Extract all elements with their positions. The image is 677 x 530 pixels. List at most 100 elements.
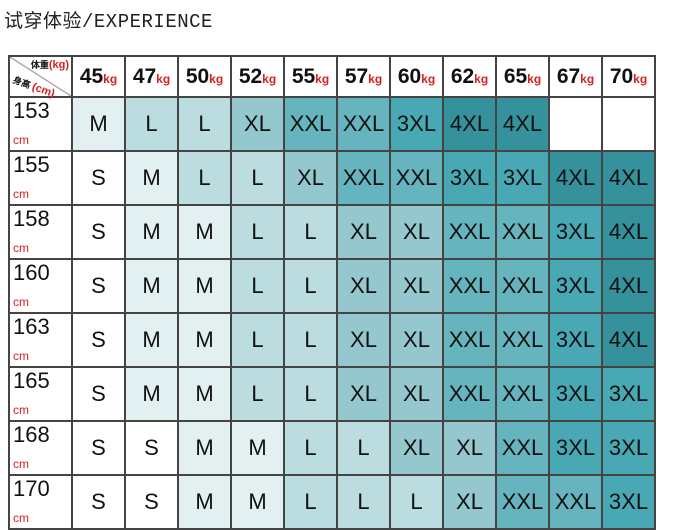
size-cell: M (177, 204, 232, 260)
size-cell: XL (336, 258, 391, 314)
weight-value: 65 (503, 64, 528, 88)
height-header: 153 cm (8, 96, 73, 152)
height-value: 163 (13, 314, 50, 339)
size-cell: S (71, 150, 126, 206)
size-cell: XXL (442, 258, 497, 314)
size-cell: L (283, 366, 338, 422)
size-cell: L (230, 366, 285, 422)
size-cell: XXL (548, 474, 603, 530)
size-cell: M (177, 258, 232, 314)
table-row: 168 cm S S M M L L XL XL XXL 3XL 3XL (8, 420, 656, 476)
size-cell: S (71, 420, 126, 476)
size-cell: XXL (495, 204, 550, 260)
weight-unit: kg (421, 71, 436, 86)
size-cell: L (336, 420, 391, 476)
size-cell: L (230, 150, 285, 206)
size-cell: XL (389, 312, 444, 368)
size-cell: L (283, 420, 338, 476)
size-cell: XL (283, 150, 338, 206)
size-cell (548, 96, 603, 152)
height-value: 160 (13, 260, 50, 285)
size-cell: XL (442, 474, 497, 530)
height-header: 170 cm (8, 474, 73, 530)
weight-value: 67 (556, 64, 581, 88)
size-cell: S (71, 258, 126, 314)
table-row: 170 cm S S M M L L L XL XXL XXL 3XL (8, 474, 656, 530)
weight-value: 45 (79, 64, 104, 88)
size-cell: 4XL (601, 312, 656, 368)
size-cell: 3XL (389, 96, 444, 152)
height-unit: cm (13, 133, 29, 147)
size-cell: 4XL (601, 204, 656, 260)
height-header: 163 cm (8, 312, 73, 368)
weight-value: 57 (344, 64, 369, 88)
weight-header: 70kg (601, 55, 656, 98)
size-cell: M (124, 366, 179, 422)
size-cell: 4XL (442, 96, 497, 152)
size-cell: M (177, 312, 232, 368)
size-cell: M (230, 420, 285, 476)
size-cell: 4XL (495, 96, 550, 152)
size-cell: M (124, 204, 179, 260)
height-unit: cm (13, 511, 29, 525)
height-value: 153 (13, 98, 50, 123)
weight-value: 60 (397, 64, 422, 88)
height-unit: cm (13, 457, 29, 471)
page-title: 试穿体验/EXPERIENCE (4, 11, 213, 33)
table-row: 158 cm S M M L L XL XL XXL XXL 3XL 4XL (8, 204, 656, 260)
size-cell: L (230, 204, 285, 260)
size-cell: S (71, 474, 126, 530)
size-cell: L (389, 474, 444, 530)
size-cell: L (230, 258, 285, 314)
size-cell: M (177, 366, 232, 422)
height-label: 身高 (11, 74, 32, 91)
size-cell: 4XL (601, 150, 656, 206)
weight-header: 55kg (283, 55, 338, 98)
weight-header: 45kg (71, 55, 126, 98)
weight-unit: kg (209, 71, 224, 86)
size-cell: XL (389, 204, 444, 260)
weight-unit: kg (474, 71, 489, 86)
weight-value: 47 (132, 64, 157, 88)
table-row: 163 cm S M M L L XL XL XXL XXL 3XL 4XL (8, 312, 656, 368)
weight-unit: kg (156, 71, 171, 86)
size-cell: XXL (442, 366, 497, 422)
size-cell: S (124, 474, 179, 530)
size-cell: 3XL (442, 150, 497, 206)
size-cell: XXL (336, 150, 391, 206)
height-header: 160 cm (8, 258, 73, 314)
size-cell: L (283, 312, 338, 368)
size-cell: 3XL (548, 312, 603, 368)
height-value: 168 (13, 422, 50, 447)
size-cell: XXL (442, 204, 497, 260)
height-value: 155 (13, 152, 50, 177)
table-row: 165 cm S M M L L XL XL XXL XXL 3XL 3XL (8, 366, 656, 422)
size-cell: S (71, 204, 126, 260)
size-cell: XXL (283, 96, 338, 152)
weight-unit: kg (315, 71, 330, 86)
size-cell: XL (389, 366, 444, 422)
size-cell: L (230, 312, 285, 368)
weight-unit: kg (262, 71, 277, 86)
height-header: 158 cm (8, 204, 73, 260)
size-cell: 3XL (495, 150, 550, 206)
size-cell: S (71, 312, 126, 368)
size-cell: M (124, 258, 179, 314)
size-cell: L (124, 96, 179, 152)
size-cell: XL (336, 366, 391, 422)
height-unit: cm (13, 349, 29, 363)
size-cell: M (177, 420, 232, 476)
size-cell: 4XL (548, 150, 603, 206)
height-header: 168 cm (8, 420, 73, 476)
size-cell: 3XL (601, 420, 656, 476)
weight-header: 60kg (389, 55, 444, 98)
size-cell: M (230, 474, 285, 530)
size-cell: 3XL (548, 204, 603, 260)
size-cell: XL (230, 96, 285, 152)
weight-value: 50 (185, 64, 210, 88)
size-cell: M (177, 474, 232, 530)
weight-value: 52 (238, 64, 263, 88)
size-cell: XXL (495, 474, 550, 530)
size-cell: XL (442, 420, 497, 476)
size-cell (601, 96, 656, 152)
